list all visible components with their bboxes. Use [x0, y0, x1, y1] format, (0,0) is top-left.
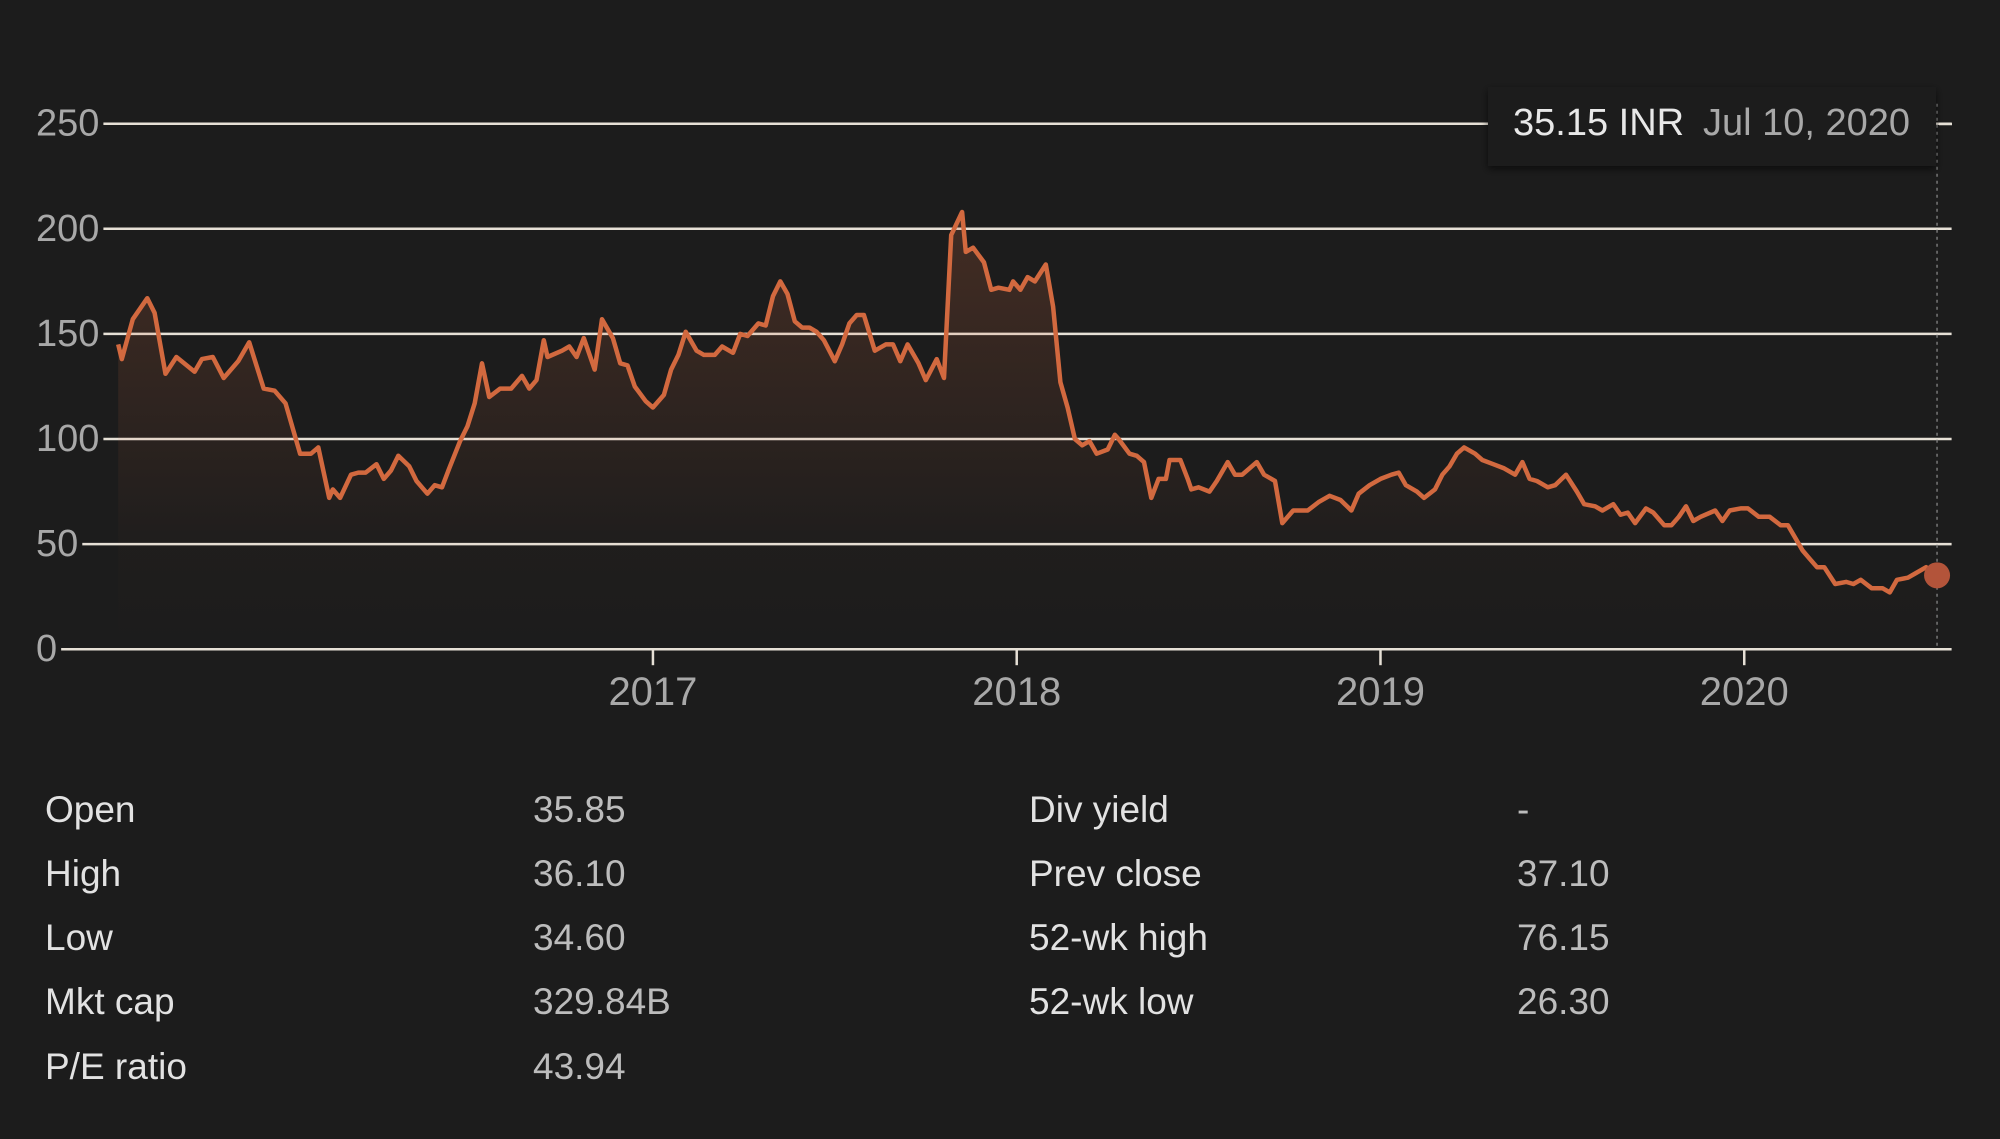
- tooltip-price: 35.15 INR: [1513, 102, 1684, 144]
- price-area: [118, 212, 1938, 650]
- stat-value: 76.15: [1517, 917, 1610, 958]
- y-tick-label: 250: [36, 103, 99, 145]
- stat-value: 37.10: [1517, 853, 1610, 894]
- y-tick-label: 200: [36, 208, 99, 250]
- y-tick-label: 100: [36, 418, 99, 460]
- x-tick-label: 2018: [972, 670, 1061, 714]
- price-line: [116, 209, 1939, 595]
- stat-label: Div yield: [1029, 789, 1169, 830]
- stats-table: Open 35.85 High 36.10 Low 34.60 Mkt cap 329.84B…: [45, 789, 1610, 1087]
- stat-value: 26.30: [1517, 981, 1610, 1022]
- y-tick-label: 150: [36, 313, 99, 355]
- x-tick-label: 2017: [608, 670, 697, 714]
- stat-value: 36.10: [533, 853, 626, 894]
- y-tick-label: 0: [36, 628, 57, 670]
- stat-value: 34.60: [533, 917, 626, 958]
- stat-label: Open: [45, 789, 136, 830]
- stat-value: 35.85: [533, 789, 626, 830]
- x-tick-label: 2019: [1336, 670, 1425, 714]
- stat-value: 329.84B: [533, 981, 671, 1022]
- x-tick-label: 2020: [1700, 670, 1789, 714]
- tooltip: 35.15 INR Jul 10, 2020: [1488, 87, 1952, 166]
- tooltip-date: Jul 10, 2020: [1703, 102, 1910, 144]
- stat-label: Mkt cap: [45, 981, 175, 1022]
- stat-value: -: [1517, 789, 1529, 830]
- stat-label: High: [45, 853, 121, 894]
- y-tick-label: 50: [36, 523, 78, 565]
- stat-label: 52-wk high: [1029, 917, 1208, 958]
- hover-point: [1924, 562, 1951, 589]
- stat-label: Prev close: [1029, 853, 1202, 894]
- stat-label: 52-wk low: [1029, 981, 1194, 1022]
- stat-value: 43.94: [533, 1046, 626, 1087]
- plot: 0 50 100 150 200 250 2017 2018 2019 2020: [36, 103, 1952, 714]
- stat-label: Low: [45, 917, 113, 958]
- stat-label: P/E ratio: [45, 1046, 187, 1087]
- tooltip-box: [1488, 87, 1936, 166]
